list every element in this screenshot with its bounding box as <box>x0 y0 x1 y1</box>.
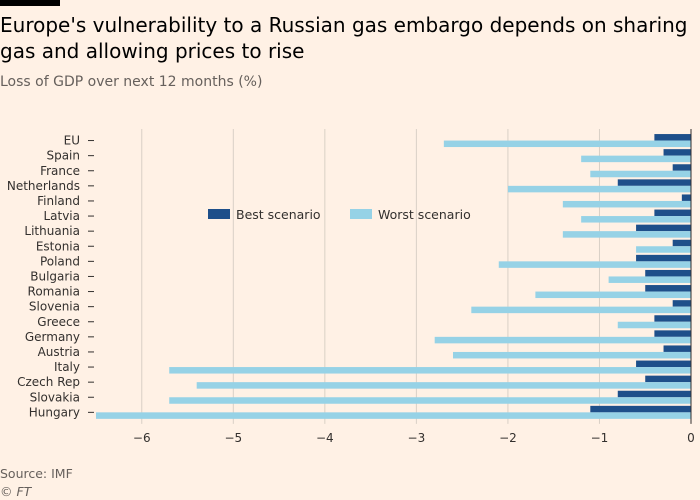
x-tick-label: 0 <box>687 431 695 445</box>
category-label: Czech Rep <box>17 375 80 389</box>
x-tick-label: −4 <box>316 431 334 445</box>
bar-worst-scenario <box>535 291 691 299</box>
category-label: Estonia <box>36 239 80 253</box>
bar-worst-scenario <box>507 185 691 193</box>
category-label: Latvia <box>43 209 80 223</box>
category-label: Italy <box>54 360 80 374</box>
chart-subtitle: Loss of GDP over next 12 months (%) <box>0 74 263 90</box>
bar-best-scenario <box>636 254 691 262</box>
bar-worst-scenario <box>636 246 691 253</box>
bar-best-scenario <box>636 360 691 368</box>
bar-worst-scenario <box>581 216 691 223</box>
bar-worst-scenario <box>581 155 691 163</box>
bar-best-scenario <box>681 194 691 201</box>
bar-worst-scenario <box>453 351 691 359</box>
category-label: Netherlands <box>7 179 80 193</box>
category-label: Greece <box>37 315 80 329</box>
bar-best-scenario <box>654 315 691 322</box>
bar-worst-scenario <box>471 306 691 314</box>
category-label: Bulgaria <box>30 269 80 283</box>
legend-swatch-best <box>208 209 230 219</box>
category-label: Hungary <box>29 405 80 419</box>
bar-worst-scenario <box>617 321 691 329</box>
bar-best-scenario <box>645 269 691 277</box>
ft-top-bar <box>0 0 60 6</box>
category-label: EU <box>64 134 80 148</box>
bar-worst-scenario <box>96 412 691 419</box>
category-label: Slovenia <box>29 300 80 314</box>
legend-swatch-worst <box>350 209 372 219</box>
bar-worst-scenario <box>562 200 691 208</box>
source-note: Source: IMF <box>0 466 73 481</box>
bar-best-scenario <box>636 224 691 232</box>
category-label: Austria <box>38 345 80 359</box>
x-tick-label: −3 <box>408 431 426 445</box>
bar-worst-scenario <box>498 261 691 268</box>
bar-worst-scenario <box>434 336 691 344</box>
category-label: France <box>40 164 80 178</box>
category-label: Lithuania <box>24 224 80 238</box>
x-tick-label: −1 <box>591 431 609 445</box>
bar-best-scenario <box>654 209 691 217</box>
bar-best-scenario <box>672 300 691 307</box>
bar-best-scenario <box>617 390 691 398</box>
x-tick-label: −6 <box>133 431 151 445</box>
category-label: Finland <box>37 194 80 208</box>
category-label: Spain <box>46 149 80 163</box>
bar-worst-scenario <box>169 397 691 404</box>
bar-worst-scenario <box>196 382 691 389</box>
bar-chart: −6 −5 −4 −3 −2 −1 0 EUSpainFranceNetherlandsFin… <box>7 129 695 445</box>
bar-best-scenario <box>654 134 691 141</box>
bar-best-scenario <box>663 149 691 156</box>
bar-worst-scenario <box>562 231 691 238</box>
bar-best-scenario <box>672 239 691 247</box>
bar-worst-scenario <box>608 276 691 283</box>
bar-best-scenario <box>645 375 691 383</box>
x-tick-label: −5 <box>224 431 242 445</box>
category-label: Romania <box>28 285 80 299</box>
chart-title: Europe's vulnerability to a Russian gas … <box>0 13 688 63</box>
bar-best-scenario <box>645 285 691 292</box>
ft-credit: © FT <box>0 484 32 499</box>
bar-best-scenario <box>672 164 691 171</box>
category-label: Poland <box>40 254 80 268</box>
bar-worst-scenario <box>590 170 691 178</box>
bar-best-scenario <box>617 179 691 186</box>
bar-best-scenario <box>663 345 691 352</box>
x-tick-label: −2 <box>499 431 517 445</box>
bar-worst-scenario <box>169 367 691 374</box>
bar-worst-scenario <box>443 140 691 148</box>
legend-label-best: Best scenario <box>236 207 321 222</box>
category-label: Germany <box>25 330 80 344</box>
bar-best-scenario <box>590 405 691 413</box>
category-label: Slovakia <box>30 390 80 404</box>
legend-label-worst: Worst scenario <box>378 207 471 222</box>
bar-best-scenario <box>654 330 691 337</box>
